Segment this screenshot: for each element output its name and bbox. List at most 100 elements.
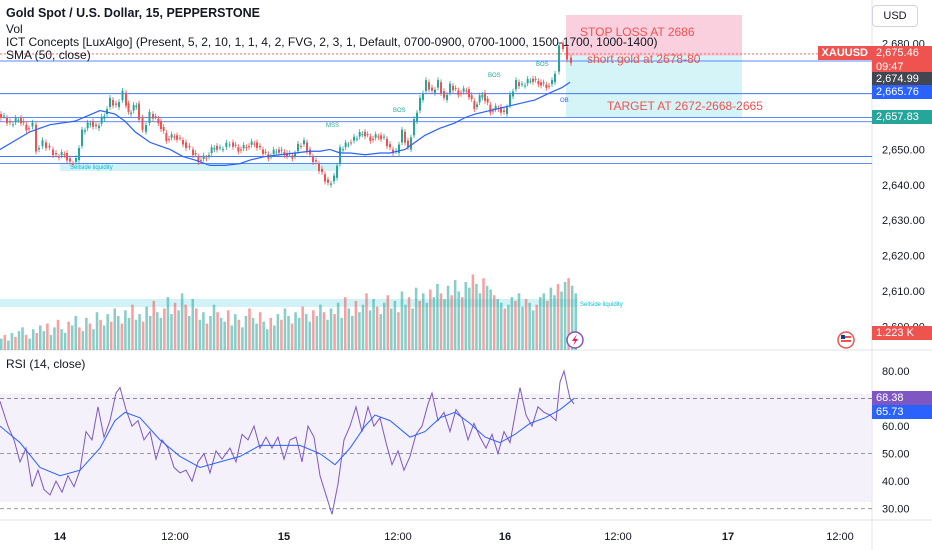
candle-body [31, 122, 34, 127]
volume-bar [528, 302, 531, 350]
time-tick-label: 12:00 [384, 531, 412, 543]
volume-bar [535, 304, 538, 350]
candle-body [125, 92, 127, 106]
volume-bar [159, 317, 163, 350]
volume-bar [297, 317, 301, 350]
candle-body [160, 121, 162, 130]
volume-bar [180, 293, 184, 350]
candle-body [512, 91, 514, 97]
lightning-icon[interactable] [566, 331, 584, 349]
candle-body [309, 149, 311, 155]
candle-body [473, 101, 476, 110]
candle-body [264, 151, 267, 153]
candle-body [484, 92, 486, 101]
us-flag-icon[interactable] [837, 331, 855, 349]
candlesticks [0, 40, 572, 188]
volume-bars [0, 274, 577, 350]
volume-bar [326, 319, 329, 350]
candle-body [413, 119, 415, 136]
candle-body [14, 117, 17, 123]
candle-body [515, 80, 517, 90]
target-label: TARGET AT 2672-2668-2665 [607, 99, 763, 113]
candle-body [410, 137, 412, 150]
volume-bar [375, 306, 379, 350]
candle-body [28, 128, 30, 130]
candle-body [232, 142, 234, 147]
sellside-liquidity-label-2: Sellside liquidity [580, 302, 623, 308]
volume-bar [248, 308, 251, 350]
candle-body [132, 104, 135, 111]
candle-body [347, 144, 350, 146]
volume-bar [88, 323, 92, 350]
volume-bar [549, 287, 553, 350]
volume-bar [340, 317, 343, 350]
candle-body [465, 90, 468, 92]
candle-body [398, 144, 400, 153]
candle-body [192, 149, 194, 156]
candle-body [492, 110, 494, 112]
volume-bar [287, 316, 290, 350]
bos-label-2: BOS [488, 73, 501, 79]
candle-body [154, 116, 157, 118]
candle-body [470, 95, 473, 99]
currency-button[interactable]: USD [872, 5, 918, 27]
candle-body [200, 160, 202, 162]
candle-body [250, 141, 253, 145]
volume-bar [489, 289, 492, 350]
candle-body [369, 136, 372, 141]
vol-indicator-label[interactable]: Vol [6, 22, 23, 36]
candle-body [506, 107, 508, 115]
volume-bar [81, 331, 85, 350]
time-tick-label: 12:00 [604, 531, 632, 543]
rsi-tick-label: 30.00 [882, 504, 910, 516]
candle-body [286, 153, 288, 157]
candle-body [121, 90, 124, 100]
volume-bar [542, 293, 546, 350]
candle-body [478, 95, 481, 103]
candle-body [291, 155, 294, 159]
time-axis[interactable]: 14 12:00 15 12:00 16 12:00 17 12:00 [54, 531, 854, 543]
sma-indicator-label[interactable]: SMA (50, close) [6, 48, 91, 62]
candle-body [213, 148, 216, 150]
volume-bar [510, 297, 514, 350]
candle-body [248, 145, 250, 147]
candle-body [294, 153, 296, 157]
candle-body [63, 154, 66, 156]
volume-bar [67, 321, 70, 350]
volume-bar [294, 312, 297, 350]
candle-body [318, 163, 320, 172]
candle-body [524, 85, 526, 87]
candle-body [182, 140, 184, 145]
volume-bar [46, 323, 49, 350]
volume-bar [39, 325, 42, 350]
level-b-tag: 2,665.76 [872, 85, 932, 99]
volume-bar [553, 295, 556, 350]
volume-bar [457, 291, 460, 350]
volume-bar [56, 319, 60, 350]
countdown-tag: 09:47 [872, 60, 932, 74]
candle-body [127, 103, 130, 112]
candle-body [344, 142, 347, 148]
chart-title: Gold Spot / U.S. Dollar, 15, PEPPERSTONE [6, 6, 260, 20]
volume-bar [74, 316, 78, 350]
rsi-band-lines [0, 398, 872, 510]
volume-bar [195, 308, 198, 350]
volume-bar [574, 293, 577, 350]
ict-indicator-label[interactable]: ICT Concepts [LuxAlgo] (Present, 5, 2, 1… [6, 35, 658, 49]
volume-bar [124, 310, 127, 350]
candle-body [361, 133, 364, 135]
candle-body [86, 122, 89, 129]
candle-body [12, 124, 14, 126]
volume-bar [312, 310, 315, 350]
volume-bar [7, 340, 10, 350]
candle-body [55, 153, 57, 155]
rsi-indicator-label[interactable]: RSI (14, close) [6, 357, 86, 371]
volume-bar [351, 316, 354, 350]
candle-body [534, 78, 537, 80]
volume-bar [241, 327, 244, 350]
volume-bar [397, 312, 400, 350]
candle-body [303, 140, 305, 145]
candle-body [380, 135, 382, 140]
